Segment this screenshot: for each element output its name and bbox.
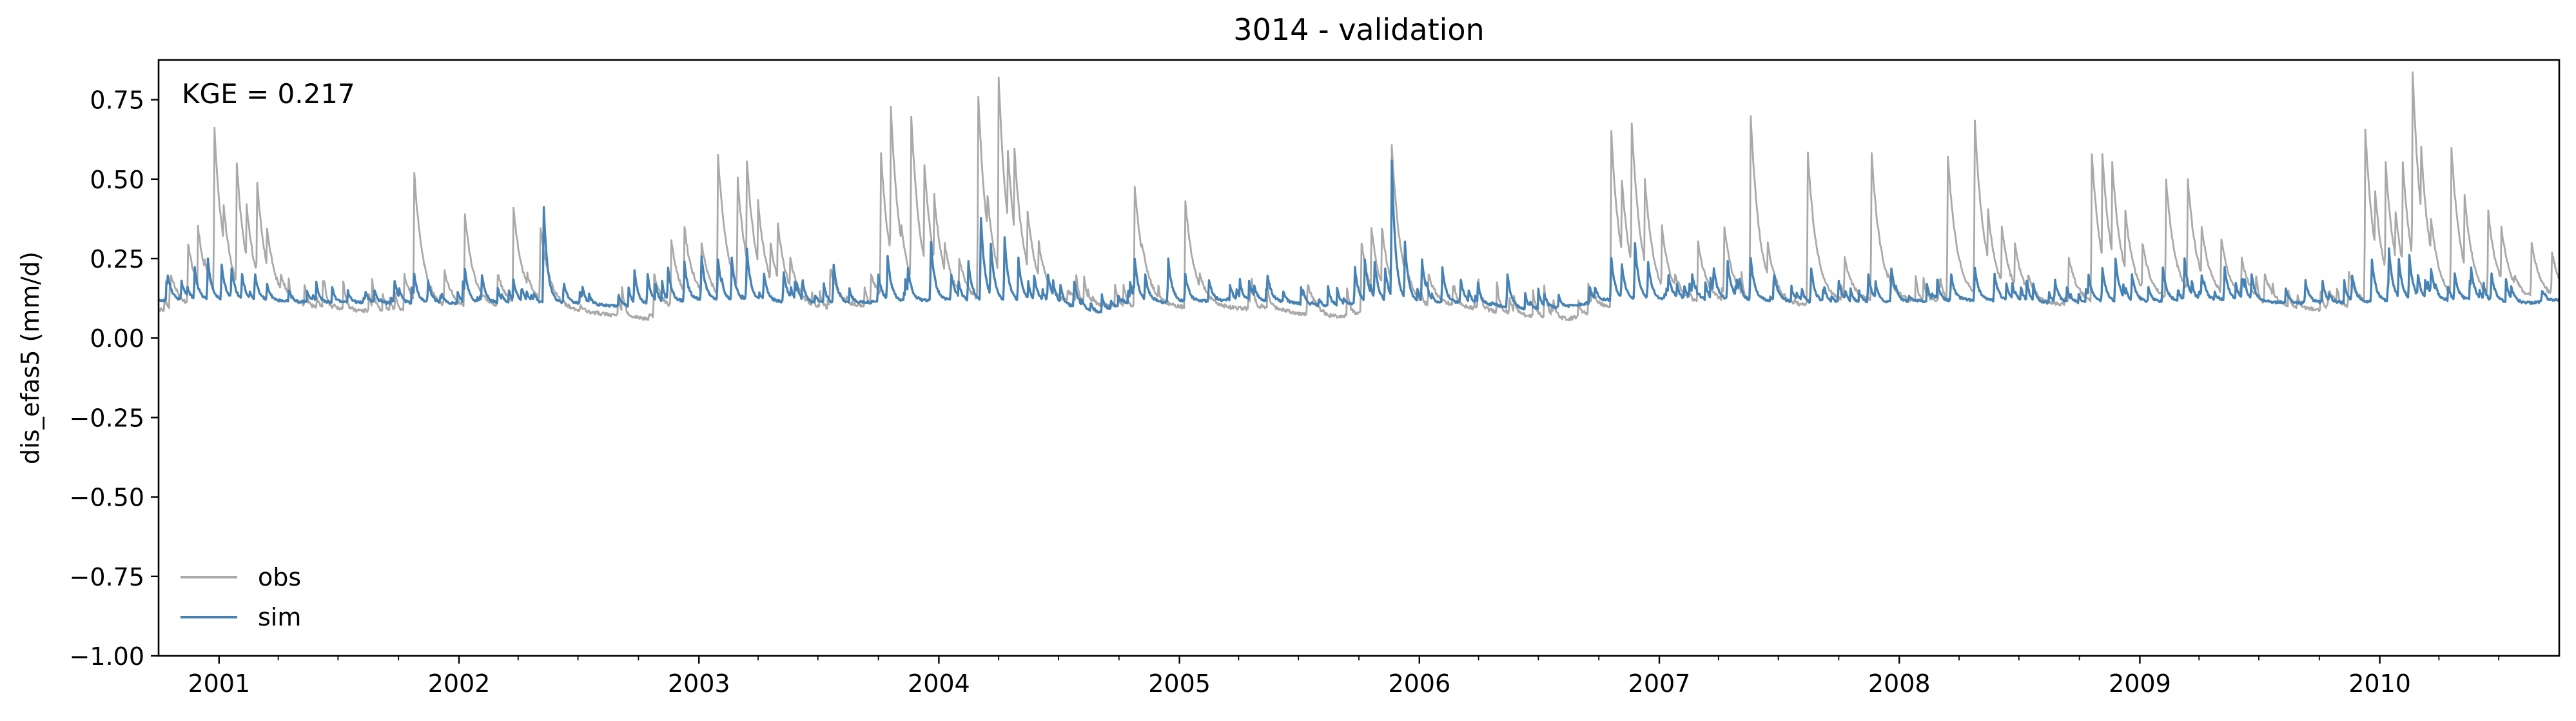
y-tick-label: 0.25 [90, 245, 144, 273]
x-tick-label: 2001 [188, 669, 250, 698]
chart-title: 3014 - validation [1233, 12, 1484, 47]
x-tick-label: 2006 [1388, 669, 1450, 698]
x-tick-label: 2008 [1868, 669, 1931, 698]
legend-sim-label: sim [258, 603, 301, 631]
x-tick-label: 2002 [428, 669, 491, 698]
y-tick-label: −0.75 [70, 563, 144, 591]
x-tick-label: 2005 [1148, 669, 1211, 698]
y-tick-label: 0.50 [90, 166, 144, 194]
x-tick-label: 2003 [668, 669, 730, 698]
x-tick-label: 2004 [908, 669, 970, 698]
x-tick-label: 2007 [1628, 669, 1691, 698]
x-tick-label: 2009 [2109, 669, 2171, 698]
y-tick-label: 0.75 [90, 86, 144, 115]
y-tick-label: −1.00 [70, 642, 144, 671]
kge-annotation: KGE = 0.217 [182, 78, 355, 110]
y-tick-label: −0.50 [70, 484, 144, 512]
y-axis-label: dis_efas5 (mm/d) [16, 252, 44, 464]
legend-obs-label: obs [258, 563, 301, 591]
y-tick-label: −0.25 [70, 404, 144, 432]
y-tick-label: 0.00 [90, 324, 144, 353]
x-tick-label: 2010 [2348, 669, 2411, 698]
